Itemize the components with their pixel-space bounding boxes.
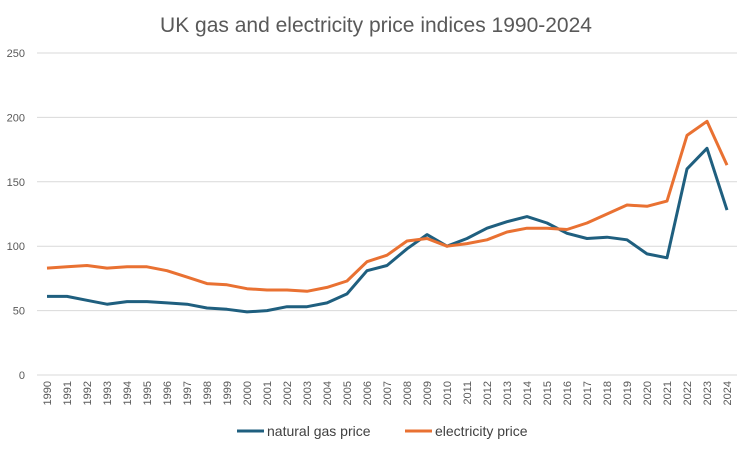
x-tick-label: 2005	[342, 381, 354, 405]
x-tick-label: 2020	[642, 381, 654, 405]
x-tick-label: 2013	[502, 381, 514, 405]
x-tick-label: 2024	[722, 381, 734, 405]
x-tick-label: 1993	[102, 381, 114, 405]
x-tick-label: 2010	[442, 381, 454, 405]
x-tick-label: 2015	[542, 381, 554, 405]
x-tick-label: 2018	[602, 381, 614, 405]
x-tick-label: 1998	[202, 381, 214, 405]
x-tick-label: 2023	[702, 381, 714, 405]
x-tick-label: 1999	[222, 381, 234, 405]
x-tick-label: 2001	[262, 381, 274, 405]
x-tick-label: 2014	[522, 381, 534, 405]
x-tick-label: 2016	[562, 381, 574, 405]
y-tick-label: 100	[7, 241, 25, 253]
x-tick-label: 2006	[362, 381, 374, 405]
x-tick-label: 2011	[462, 381, 474, 405]
x-tick-label: 2003	[302, 381, 314, 405]
x-tick-label: 2002	[282, 381, 294, 405]
x-tick-label: 1997	[182, 381, 194, 405]
series-line-gas	[47, 146, 729, 314]
x-tick-label: 2009	[422, 381, 434, 405]
x-tick-label: 2007	[382, 381, 394, 405]
y-tick-label: 250	[7, 48, 25, 60]
x-tick-label: 2012	[482, 381, 494, 405]
legend-label: electricity price	[435, 423, 528, 439]
x-tick-label: 2022	[682, 381, 694, 405]
legend-label: natural gas price	[267, 423, 371, 439]
x-tick-label: 2017	[582, 381, 594, 405]
x-tick-label: 2008	[402, 381, 414, 405]
x-tick-label: 1992	[82, 381, 94, 405]
x-tick-label: 1991	[62, 381, 74, 405]
x-tick-label: 2004	[322, 381, 334, 405]
x-tick-label: 2000	[242, 381, 254, 405]
y-tick-label: 0	[19, 370, 25, 382]
y-tick-label: 200	[7, 112, 25, 124]
y-tick-label: 150	[7, 177, 25, 189]
chart-title: UK gas and electricity price indices 199…	[160, 14, 592, 37]
x-tick-label: 1995	[142, 381, 154, 405]
x-tick-label: 1994	[122, 381, 134, 405]
x-tick-label: 2019	[622, 381, 634, 405]
x-tick-label: 1996	[162, 381, 174, 405]
x-tick-label: 1990	[42, 381, 54, 405]
y-tick-label: 50	[13, 306, 25, 318]
x-tick-label: 2021	[662, 381, 674, 405]
